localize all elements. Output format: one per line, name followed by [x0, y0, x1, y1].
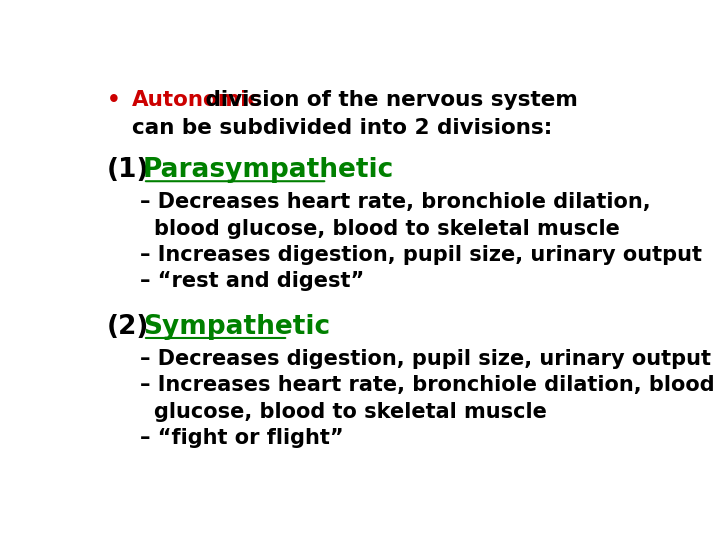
Text: – “fight or flight”: – “fight or flight”: [140, 428, 344, 448]
Text: (2): (2): [107, 314, 149, 340]
Text: – “rest and digest”: – “rest and digest”: [140, 271, 364, 291]
Text: glucose, blood to skeletal muscle: glucose, blood to skeletal muscle: [154, 402, 547, 422]
Text: •: •: [107, 90, 120, 110]
Text: division of the nervous system: division of the nervous system: [198, 90, 577, 110]
Text: Sympathetic: Sympathetic: [143, 314, 330, 340]
Text: Parasympathetic: Parasympathetic: [143, 157, 395, 183]
Text: Autonomic: Autonomic: [132, 90, 261, 110]
Text: – Decreases heart rate, bronchiole dilation,: – Decreases heart rate, bronchiole dilat…: [140, 192, 651, 212]
Text: – Decreases digestion, pupil size, urinary output: – Decreases digestion, pupil size, urina…: [140, 349, 711, 369]
Text: (1): (1): [107, 157, 149, 183]
Text: blood glucose, blood to skeletal muscle: blood glucose, blood to skeletal muscle: [154, 219, 620, 239]
Text: – Increases digestion, pupil size, urinary output: – Increases digestion, pupil size, urina…: [140, 245, 702, 265]
Text: – Increases heart rate, bronchiole dilation, blood: – Increases heart rate, bronchiole dilat…: [140, 375, 715, 395]
Text: can be subdivided into 2 divisions:: can be subdivided into 2 divisions:: [132, 118, 552, 138]
